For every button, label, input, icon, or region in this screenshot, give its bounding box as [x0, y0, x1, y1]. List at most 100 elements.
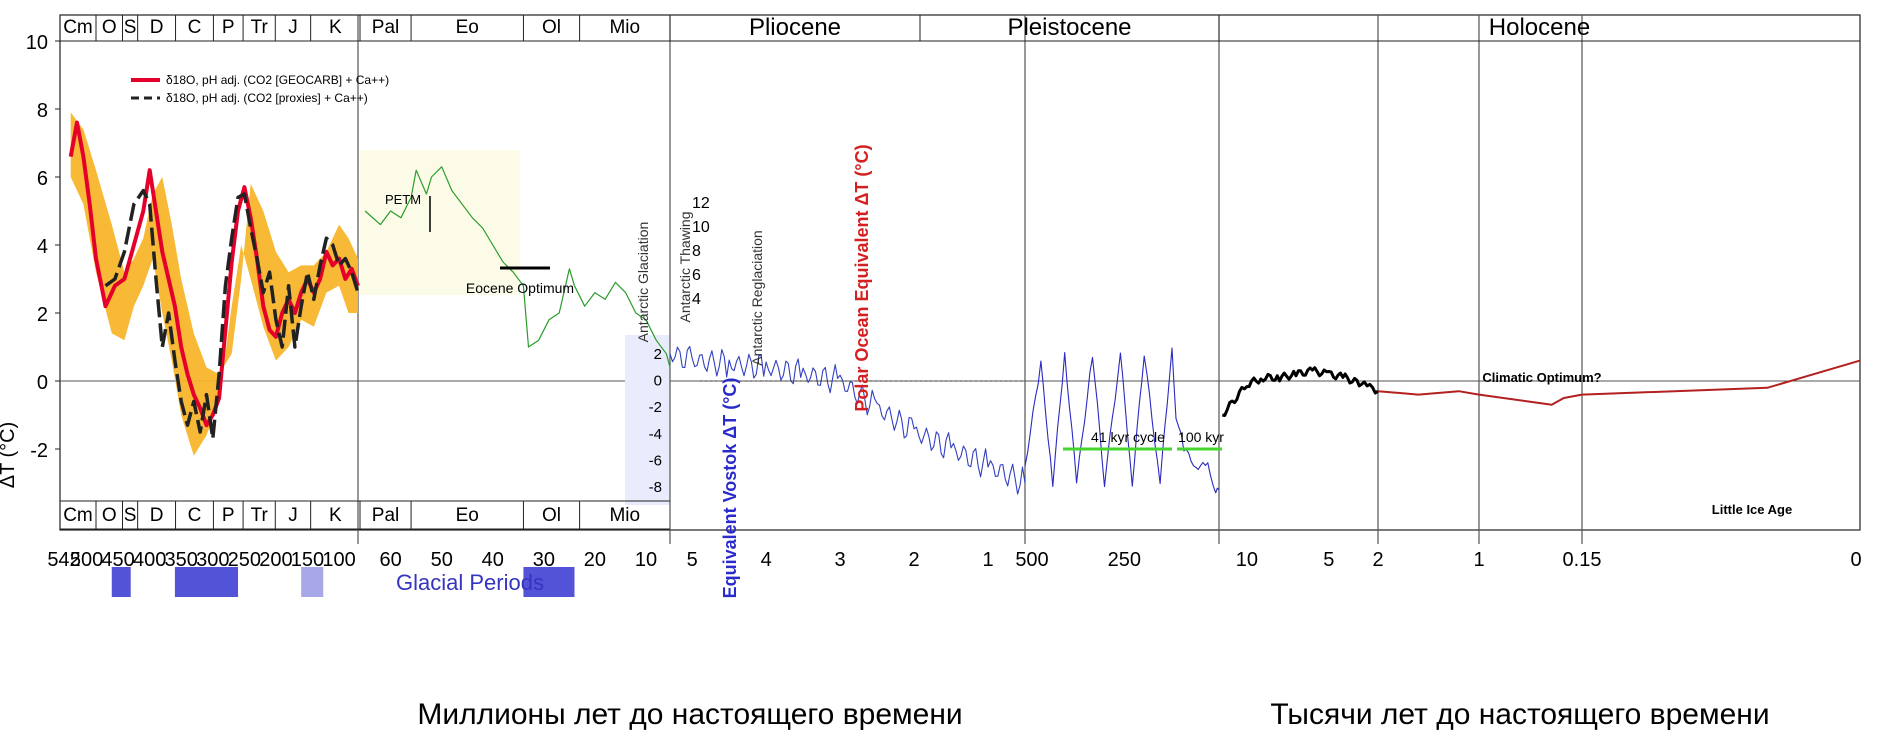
x-tick-label: 2 — [909, 549, 920, 571]
polar-ocean-axis-label: Polar Ocean Equivalent ΔT (°C) — [852, 144, 872, 411]
period-top-label: Eo — [456, 17, 479, 38]
x-tick-label: 4 — [761, 549, 772, 571]
epoch-label: Pliocene — [749, 14, 841, 41]
x-tick-label: 400 — [133, 549, 166, 571]
x-tick-label: 500 — [1015, 549, 1048, 571]
x-tick-label: 3 — [835, 549, 846, 571]
eocene-highlight — [360, 150, 520, 295]
vostok-tick: 2 — [654, 346, 662, 363]
y-axis-label: ΔT (°C) — [0, 422, 19, 489]
period-top-label: Pal — [372, 17, 399, 38]
period-top-label: P — [222, 17, 235, 38]
glacial-period-bar — [111, 567, 131, 597]
series-line-6 — [1377, 359, 1861, 406]
vostok-tick: -2 — [649, 399, 662, 416]
period-bottom-label: Tr — [251, 505, 269, 526]
epoch-label: Holocene — [1489, 14, 1590, 41]
annotations-group: Glacial Periods PETM Eocene Optimum Anta… — [385, 144, 1792, 598]
x-tick-label: 10 — [635, 549, 657, 571]
vostok-tick: -6 — [649, 452, 662, 469]
y-tick-label: -2 — [30, 440, 48, 462]
x-tick-label: 40 — [482, 549, 504, 571]
legend-label-geocarb: δ18O, pH adj. (CO2 [GEOCARB] + Ca++) — [166, 73, 389, 87]
period-top-label: J — [288, 17, 298, 38]
x-tick-label: 0 — [1850, 549, 1861, 571]
x-tick-label: 30 — [533, 549, 555, 571]
plot-frame — [59, 14, 1861, 531]
period-top-label: C — [188, 17, 202, 38]
vostok-axis-band — [625, 335, 670, 505]
period-top-label: O — [102, 17, 117, 38]
x-tick-label: 1 — [982, 549, 993, 571]
x-tick-label: 200 — [259, 549, 292, 571]
x-tick-label: 542 — [47, 549, 80, 571]
antarctic-reglaciation-label: Antarctic Reglaciation — [749, 230, 765, 365]
x-axis-label-million: Миллионы лет до настоящего времени — [417, 698, 962, 731]
period-bottom-label: P — [222, 505, 235, 526]
period-bottom-label: Pal — [372, 505, 399, 526]
y-tick-label: 6 — [37, 168, 48, 190]
y-tick-label: 10 — [26, 32, 48, 54]
series-line-2 — [364, 166, 671, 368]
period-bottom-label: O — [102, 505, 117, 526]
vostok-tick: -4 — [649, 426, 662, 443]
glacial-periods-label: Glacial Periods — [396, 570, 544, 595]
glacial-period-bar — [523, 567, 575, 597]
eocene-optimum-label: Eocene Optimum — [466, 280, 574, 296]
x-tick-label: 20 — [584, 549, 606, 571]
period-top-label: Tr — [251, 17, 269, 38]
period-bottom-label: Mio — [609, 505, 640, 526]
x-tick-label: 5 — [1323, 549, 1334, 571]
series-line-3 — [669, 345, 1026, 495]
polar-ocean-tick: 10 — [692, 219, 710, 236]
y-tick-label: 2 — [37, 304, 48, 326]
series-line-1 — [104, 188, 360, 441]
x-tick-label: 50 — [431, 549, 453, 571]
x-tick-label: 300 — [196, 549, 229, 571]
period-bottom-label: D — [150, 505, 164, 526]
x-tick-label: 250 — [228, 549, 261, 571]
period-top-label: Mio — [609, 17, 640, 38]
period-top-label: Cm — [63, 17, 93, 38]
polar-ocean-tick: 6 — [692, 267, 701, 284]
polar-ocean-tick: 12 — [692, 195, 710, 212]
glacial-period-bar — [174, 567, 239, 597]
period-bottom-label: Eo — [456, 505, 479, 526]
period-bottom-label: K — [329, 505, 342, 526]
x-tick-label: 60 — [380, 549, 402, 571]
y-tick-label: 4 — [37, 236, 48, 258]
polar-ocean-tick: 8 — [692, 243, 701, 260]
x-tick-label: 150 — [291, 549, 324, 571]
period-bottom-label: S — [124, 505, 137, 526]
vostok-axis-label: Equivalent Vostok ΔT (°C) — [720, 378, 740, 599]
period-top-label: K — [329, 17, 342, 38]
vostok-tick: 0 — [654, 373, 662, 390]
period-top-label: S — [124, 17, 137, 38]
cycle-100-label: 100 kyr — [1178, 429, 1224, 445]
legend: δ18O, pH adj. (CO2 [GEOCARB] + Ca++) δ18… — [131, 73, 389, 105]
y-tick-label: 8 — [37, 100, 48, 122]
period-top-label: Ol — [542, 17, 561, 38]
x-tick-label: 0.15 — [1563, 549, 1602, 571]
y-tick-label: 0 — [37, 372, 48, 394]
x-tick-label: 350 — [165, 549, 198, 571]
period-bottom-label: Ol — [542, 505, 561, 526]
vostok-tick: -8 — [649, 479, 662, 496]
glacial-period-bar — [301, 567, 324, 597]
x-tick-label: 100 — [322, 549, 355, 571]
epoch-label: Pleistocene — [1007, 14, 1131, 41]
x-tick-label: 2 — [1372, 549, 1383, 571]
period-bottom-label: Cm — [63, 505, 93, 526]
x-axis-label-thousand: Тысячи лет до настоящего времени — [1270, 698, 1769, 731]
polar-ocean-tick: 4 — [692, 291, 701, 308]
period-top-label: D — [150, 17, 164, 38]
x-tick-label: 5 — [687, 549, 698, 571]
x-tick-label: 450 — [101, 549, 134, 571]
petm-label: PETM — [385, 192, 421, 207]
period-bottom-label: C — [188, 505, 202, 526]
x-tick-label: 500 — [70, 549, 103, 571]
axes-group: ΔT (°C) Миллионы лет до настоящего време… — [0, 422, 1770, 731]
period-bottom-label: J — [288, 505, 298, 526]
